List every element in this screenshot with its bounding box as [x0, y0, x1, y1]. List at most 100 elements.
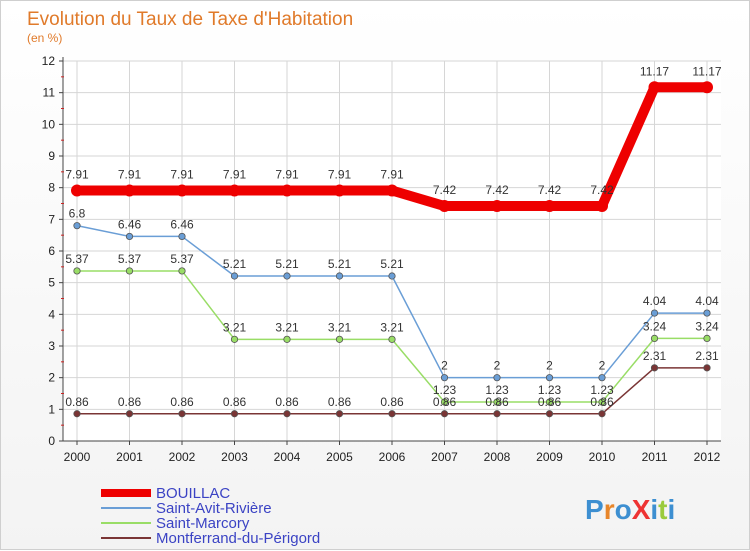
data-point — [283, 410, 291, 418]
data-point — [333, 184, 346, 197]
data-label: 3.21 — [328, 320, 352, 334]
x-tick-label: 2010 — [589, 450, 616, 464]
data-label: 7.91 — [380, 168, 404, 182]
data-label: 7.91 — [275, 168, 299, 182]
data-label: 0.86 — [538, 395, 562, 409]
data-point — [543, 200, 556, 213]
data-label: 2 — [599, 359, 606, 373]
data-label: 7.91 — [223, 168, 247, 182]
y-tick-label: 4 — [48, 307, 55, 321]
logo-letter: i — [668, 494, 676, 525]
data-point — [650, 334, 659, 342]
data-point — [73, 267, 81, 275]
data-point — [440, 374, 449, 382]
data-point — [123, 184, 136, 197]
data-label: 5.37 — [65, 252, 89, 266]
data-point — [71, 184, 83, 197]
data-label: 5.21 — [380, 257, 404, 271]
data-label: 0.86 — [118, 395, 142, 409]
data-label: 1.23 — [590, 383, 614, 397]
chart-title: Evolution du Taux de Taxe d'Habitation — [27, 9, 353, 30]
data-label: 5.21 — [223, 257, 247, 271]
data-label: 0.86 — [328, 395, 352, 409]
data-label: 1.23 — [485, 383, 509, 397]
data-point — [440, 398, 449, 406]
y-tick-label: 12 — [42, 54, 56, 68]
x-tick-label: 2004 — [274, 450, 301, 464]
data-label: 7.42 — [485, 183, 509, 197]
data-point — [545, 374, 554, 382]
y-tick-label: 11 — [43, 86, 56, 100]
data-point — [228, 184, 241, 197]
data-point — [125, 232, 134, 241]
logo-letter: o — [615, 494, 632, 525]
data-label: 5.37 — [170, 252, 194, 266]
y-tick-label: 9 — [48, 149, 55, 163]
x-tick-label: 2011 — [642, 450, 668, 464]
logo-letter: t — [658, 494, 667, 525]
data-point — [650, 309, 659, 317]
data-point — [388, 272, 396, 280]
legend: BOUILLACSaint-Avit-RivièreSaint-MarcoryM… — [101, 485, 320, 547]
y-tick-label: 2 — [48, 371, 55, 385]
data-label: 7.91 — [170, 168, 194, 182]
data-label: 7.42 — [538, 183, 562, 197]
logo-letter: i — [650, 494, 658, 525]
data-point — [230, 410, 239, 418]
data-point — [545, 410, 554, 418]
data-point — [230, 272, 239, 280]
data-point — [703, 364, 711, 372]
data-point — [440, 410, 449, 418]
data-label: 0.86 — [433, 395, 457, 409]
series-layer — [71, 81, 713, 418]
data-label: 7.42 — [590, 183, 614, 197]
proxiti-logo: ProXiti — [585, 494, 675, 525]
data-label: 6.46 — [170, 217, 194, 231]
y-tick-label: 0 — [48, 434, 55, 448]
data-label: 6.46 — [118, 217, 142, 231]
data-point — [598, 374, 606, 382]
data-point — [545, 398, 554, 406]
data-label: 0.86 — [590, 395, 614, 409]
x-tick-label: 2007 — [431, 450, 458, 464]
data-point — [335, 410, 344, 418]
data-point — [125, 410, 134, 418]
data-label: 2 — [546, 359, 553, 373]
data-label: 3.21 — [223, 320, 247, 334]
data-point — [701, 81, 713, 94]
x-tick-label: 2000 — [64, 450, 91, 464]
logo-letter: r — [604, 494, 615, 525]
data-label: 3.24 — [695, 319, 719, 333]
data-label: 0.86 — [380, 395, 404, 409]
data-label: 4.04 — [643, 294, 667, 308]
data-label: 0.86 — [223, 395, 247, 409]
data-label: 7.91 — [328, 168, 352, 182]
x-tick-label: 2002 — [169, 450, 196, 464]
y-tick-label: 7 — [48, 212, 55, 226]
data-point — [493, 398, 501, 406]
legend-label: BOUILLAC — [156, 485, 230, 502]
data-label: 5.37 — [118, 252, 142, 266]
data-point — [73, 222, 81, 230]
data-point — [703, 334, 711, 342]
y-tick-label: 8 — [48, 181, 55, 195]
x-tick-label: 2006 — [379, 450, 406, 464]
data-label: 2.31 — [643, 349, 667, 363]
data-label: 3.21 — [275, 320, 299, 334]
data-point — [125, 267, 134, 275]
x-tick-label: 2001 — [116, 450, 143, 464]
data-point — [283, 272, 291, 280]
data-point — [493, 374, 501, 382]
y-tick-label: 1 — [48, 402, 55, 416]
data-point — [388, 410, 396, 418]
data-point — [438, 200, 451, 213]
data-point — [335, 335, 344, 343]
data-label: 5.21 — [328, 257, 352, 271]
data-label: 6.8 — [69, 207, 86, 221]
data-point — [388, 335, 396, 343]
x-tick-label: 2009 — [536, 450, 563, 464]
y-tick-label: 5 — [48, 276, 55, 290]
